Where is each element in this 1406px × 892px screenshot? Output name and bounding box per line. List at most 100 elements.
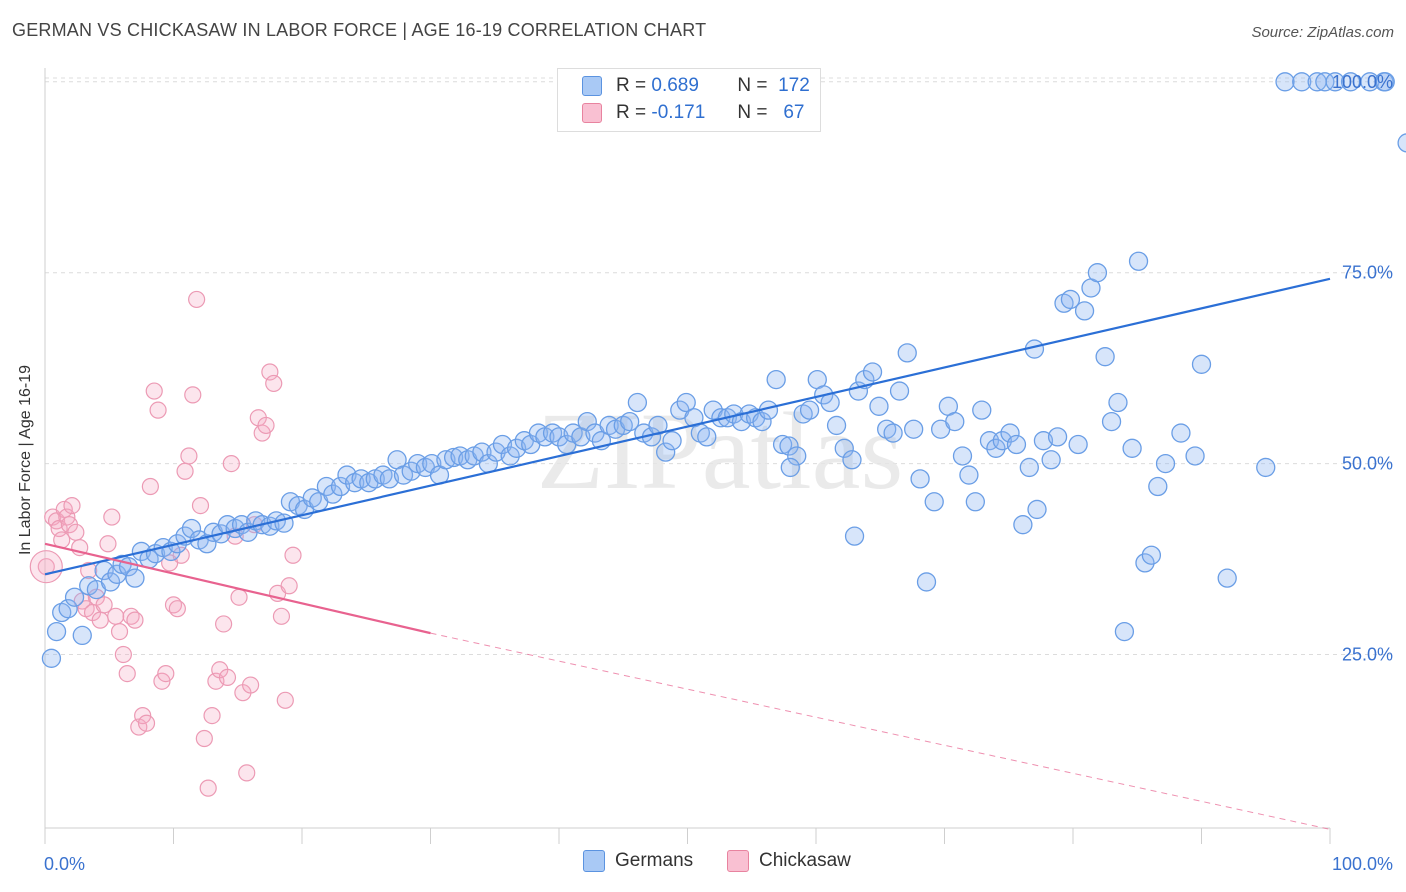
germans-point [422,453,442,474]
chickasaw-point [242,676,260,694]
chickasaw-point [176,462,194,480]
tick-labels: 25.0% 50.0% 75.0% 100.0% 0.0% 100.0% [44,72,1393,874]
chickasaw-point [95,596,113,614]
germans-point [972,400,992,420]
chickasaw-point [168,600,186,618]
legend-row-chickasaw: R = -0.171 N = 67 [582,101,804,125]
germans-point [337,465,357,485]
germans-point [883,423,903,443]
germans-point [952,446,973,466]
legend-swatch-chickasaw [582,103,602,123]
germans-point [1325,72,1345,92]
germans-point [1068,434,1088,455]
germans-point [1095,347,1115,367]
chickasaw-point [218,668,237,687]
germans-point [401,461,421,481]
germans-point [1148,476,1168,497]
chickasaw-point [63,496,81,515]
germans-point [181,518,202,539]
germans-point [1101,411,1122,432]
germans-point [780,457,800,478]
chickasaw-point [126,611,144,629]
legend-item-germans[interactable]: Germans [583,850,693,872]
germans-point [58,599,78,619]
germans-point [627,392,648,413]
chickasaw-point [103,508,121,526]
chickasaw-point [238,764,256,782]
germans-point [916,572,937,592]
germans-point [1060,289,1081,310]
chickasaw-point [222,455,240,473]
chickasaw-point [284,546,302,564]
germans-point [486,442,506,462]
legend-row-germans: R = 0.689 N = 172 [582,74,810,98]
germans-point [1191,354,1212,374]
chickasaw-point [67,523,85,541]
chickasaw-point [145,382,163,400]
chickasaw-point [110,622,129,641]
germans-point [897,343,917,363]
chickasaw-point [265,374,283,393]
germans-point [1256,457,1276,478]
germans-point [1315,72,1335,92]
x-tick-label: 0.0% [44,854,85,874]
germans-point [1027,499,1047,520]
stats-legend: R = 0.689 N = 172 R = -0.171 N = 67 [557,68,821,132]
legend-n-value: 67 [783,102,805,123]
germans-trend-line [44,277,1331,576]
source-credit: Source: ZipAtlas.com [1251,24,1394,41]
germans-point [844,526,865,546]
germans-point [826,415,847,436]
legend-item-chickasaw[interactable]: Chickasaw [727,850,851,872]
chickasaw-point [80,561,98,580]
trend-lines [44,277,1331,830]
germans-point [1171,423,1191,443]
germans-point [41,648,62,668]
germans-point [766,369,786,390]
germans-point [1217,568,1237,588]
germans-point [316,476,337,497]
watermark: ZIPatlas [537,390,904,512]
germans-point [904,419,924,439]
germans-point [656,442,676,462]
x-tick-label: 100.0% [1332,854,1393,874]
germans-point [1041,450,1061,470]
germans-point [72,625,92,646]
legend-swatch-chickasaw [727,850,749,872]
chickasaw-trend-extension [430,632,1331,830]
chickasaw-point [276,691,294,709]
chickasaw-point [188,290,206,309]
germans-point [492,434,513,455]
chickasaw-point [107,607,125,625]
germans-point [1185,446,1205,466]
germans-point [869,396,889,416]
chickasaw-point [199,779,217,797]
germans-point [1074,301,1095,321]
germans-point [910,469,930,489]
germans-point [443,447,464,468]
germans-point [799,400,820,420]
germans-point [772,434,793,455]
germans-point [1375,72,1395,92]
legend-n-value: 172 [778,75,810,96]
germans-point [787,446,807,466]
germans-point [676,392,696,413]
legend-swatch-germans [583,850,605,872]
chickasaw-point [184,386,202,404]
germans-point [436,450,456,470]
germans-point [1360,72,1380,92]
chickasaw-point [191,496,210,515]
germans-point [577,411,597,432]
germans-points [41,72,1406,668]
germans-point [197,534,217,554]
germans-point [46,621,67,642]
grid-lines [45,77,1392,655]
germans-point [620,411,640,432]
germans-point [992,431,1012,451]
germans-point [472,442,492,462]
chickasaw-point [195,729,213,748]
chickasaw-trend-line [44,542,431,635]
germans-point [1108,392,1128,413]
germans-point [1122,438,1142,458]
